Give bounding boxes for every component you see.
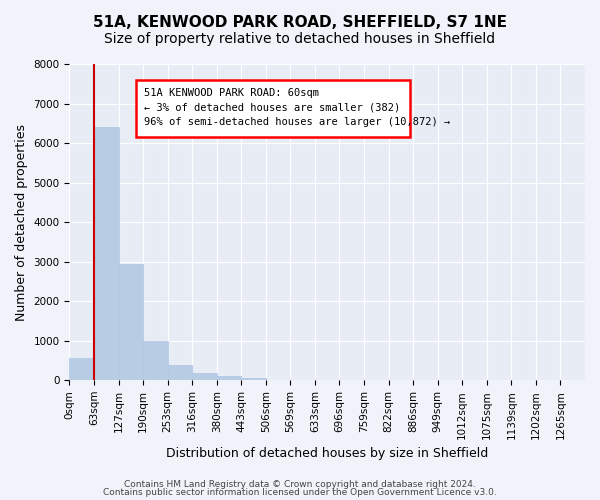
Bar [119,264,143,380]
Bar [94,127,119,380]
FancyBboxPatch shape [136,80,410,136]
X-axis label: Distribution of detached houses by size in Sheffield: Distribution of detached houses by size … [166,447,488,460]
Text: Size of property relative to detached houses in Sheffield: Size of property relative to detached ho… [104,32,496,46]
Text: 51A, KENWOOD PARK ROAD, SHEFFIELD, S7 1NE: 51A, KENWOOD PARK ROAD, SHEFFIELD, S7 1N… [93,15,507,30]
Text: 51A KENWOOD PARK ROAD: 60sqm
← 3% of detached houses are smaller (382)
96% of se: 51A KENWOOD PARK ROAD: 60sqm ← 3% of det… [144,88,451,128]
Y-axis label: Number of detached properties: Number of detached properties [15,124,28,320]
Bar [192,374,217,380]
Bar [217,376,241,380]
Text: Contains public sector information licensed under the Open Government Licence v3: Contains public sector information licen… [103,488,497,497]
Text: Contains HM Land Registry data © Crown copyright and database right 2024.: Contains HM Land Registry data © Crown c… [124,480,476,489]
Bar [167,365,192,380]
Bar [241,378,266,380]
Bar [70,358,94,380]
Bar [143,340,167,380]
